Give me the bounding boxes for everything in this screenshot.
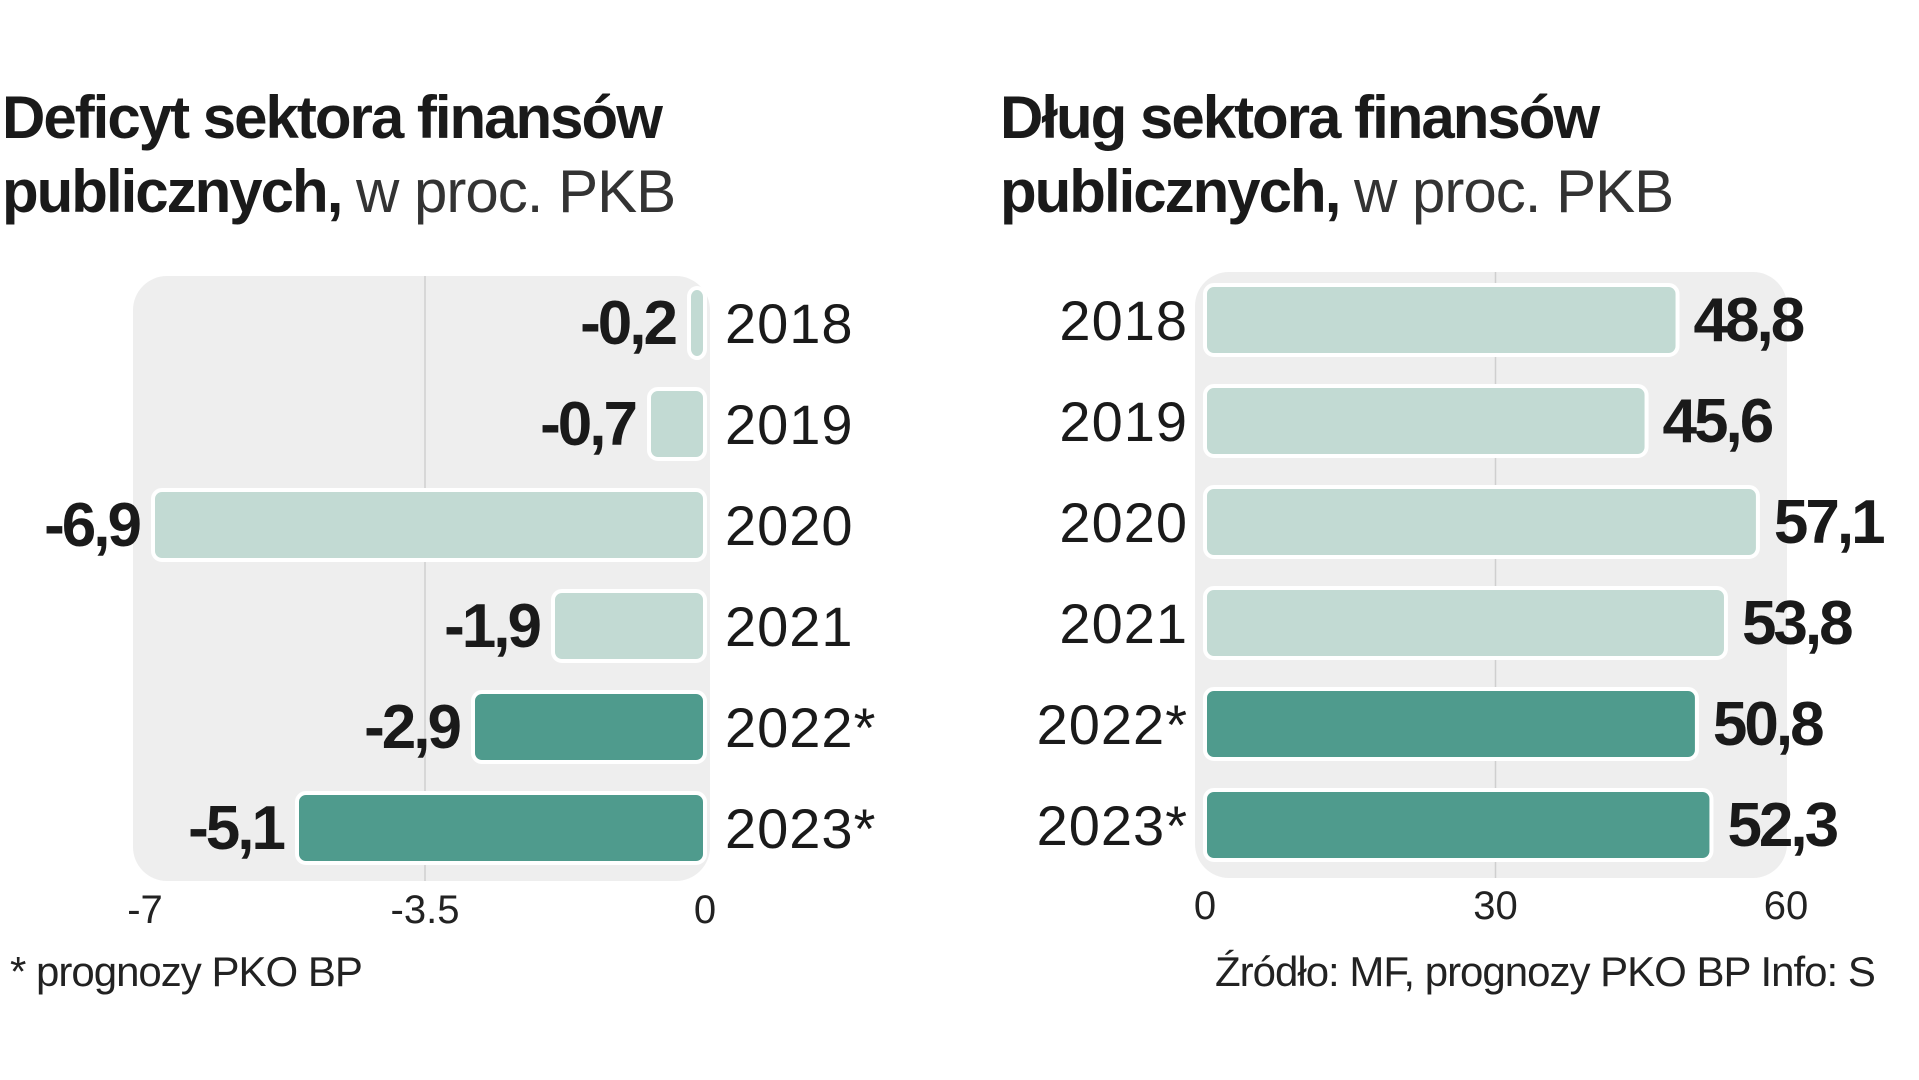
deficit-panel-background (133, 276, 710, 881)
left-title-line2: publicznych, w proc. PKB (2, 162, 676, 222)
deficit-category-label-2020: 2020 (725, 494, 854, 557)
deficit-tick-label-1: -3.5 (391, 888, 460, 932)
debt-category-label-2018: 2018 (1059, 289, 1188, 352)
deficit-value-label-2019: -0,7 (540, 390, 635, 459)
debt-panel-background (1195, 272, 1787, 878)
deficit-value-label-2023*: -5,1 (188, 794, 284, 863)
debt-category-label-2019: 2019 (1059, 390, 1188, 453)
debt-value-label-2022*: 50,8 (1713, 690, 1823, 759)
source-credit: Źródło: MF, prognozy PKO BP Info: S (1215, 948, 1876, 995)
right-title-line2: publicznych, w proc. PKB (1000, 162, 1674, 222)
right-title-unit: w proc. PKB (1354, 158, 1674, 225)
left-title-line1: Deficyt sektora finansów (2, 84, 663, 151)
deficit-bar-2020 (151, 488, 707, 562)
right-title-line1: Dług sektora finansów (1000, 84, 1600, 151)
debt-value-label-2018: 48,8 (1694, 286, 1804, 355)
left-chart-title: Deficyt sektora finansów publicznych, w … (2, 84, 676, 222)
debt-category-label-2021: 2021 (1059, 592, 1188, 655)
debt-value-label-2020: 57,1 (1774, 488, 1884, 557)
debt-bar-2022* (1203, 687, 1699, 761)
debt-bar-2023* (1203, 788, 1714, 862)
deficit-value-label-2021: -1,9 (444, 592, 540, 661)
debt-bar-2020 (1203, 485, 1760, 559)
deficit-category-label-2022*: 2022* (725, 696, 876, 759)
right-title-bold: publicznych, (1000, 158, 1341, 225)
deficit-category-label-2019: 2019 (725, 393, 854, 456)
deficit-bar-2021 (551, 589, 707, 663)
debt-value-label-2021: 53,8 (1742, 589, 1852, 658)
debt-tick-label-2: 60 (1764, 884, 1809, 928)
deficit-tick-label-0: -7 (127, 888, 163, 932)
deficit-category-label-2018: 2018 (725, 292, 854, 355)
deficit-value-label-2018: -0,2 (580, 289, 675, 358)
debt-category-label-2022*: 2022* (1037, 693, 1188, 756)
debt-value-label-2023*: 52,3 (1727, 791, 1837, 860)
debt-bar-2021 (1203, 586, 1728, 660)
deficit-category-label-2021: 2021 (725, 595, 854, 658)
left-title-bold: publicznych, (2, 158, 343, 225)
debt-value-label-2019: 45,6 (1663, 387, 1773, 456)
forecast-footnote: * prognozy PKO BP (10, 948, 363, 995)
debt-bar-2019 (1203, 384, 1649, 458)
debt-tick-label-0: 0 (1194, 884, 1216, 928)
deficit-bar-2019 (647, 387, 707, 461)
deficit-category-label-2023*: 2023* (725, 797, 876, 860)
deficit-value-label-2020: -6,9 (44, 491, 140, 560)
deficit-bar-2018 (687, 286, 707, 360)
deficit-bar-2022* (471, 690, 707, 764)
debt-bar-2018 (1203, 283, 1680, 357)
right-chart-title: Dług sektora finansów publicznych, w pro… (1000, 84, 1674, 222)
deficit-bar-2023* (295, 791, 707, 865)
debt-category-label-2023*: 2023* (1037, 794, 1188, 857)
deficit-tick-label-2: 0 (694, 888, 716, 932)
debt-category-label-2020: 2020 (1059, 491, 1188, 554)
left-title-unit: w proc. PKB (356, 158, 676, 225)
debt-tick-label-1: 30 (1473, 884, 1518, 928)
deficit-value-label-2022*: -2,9 (364, 693, 460, 762)
